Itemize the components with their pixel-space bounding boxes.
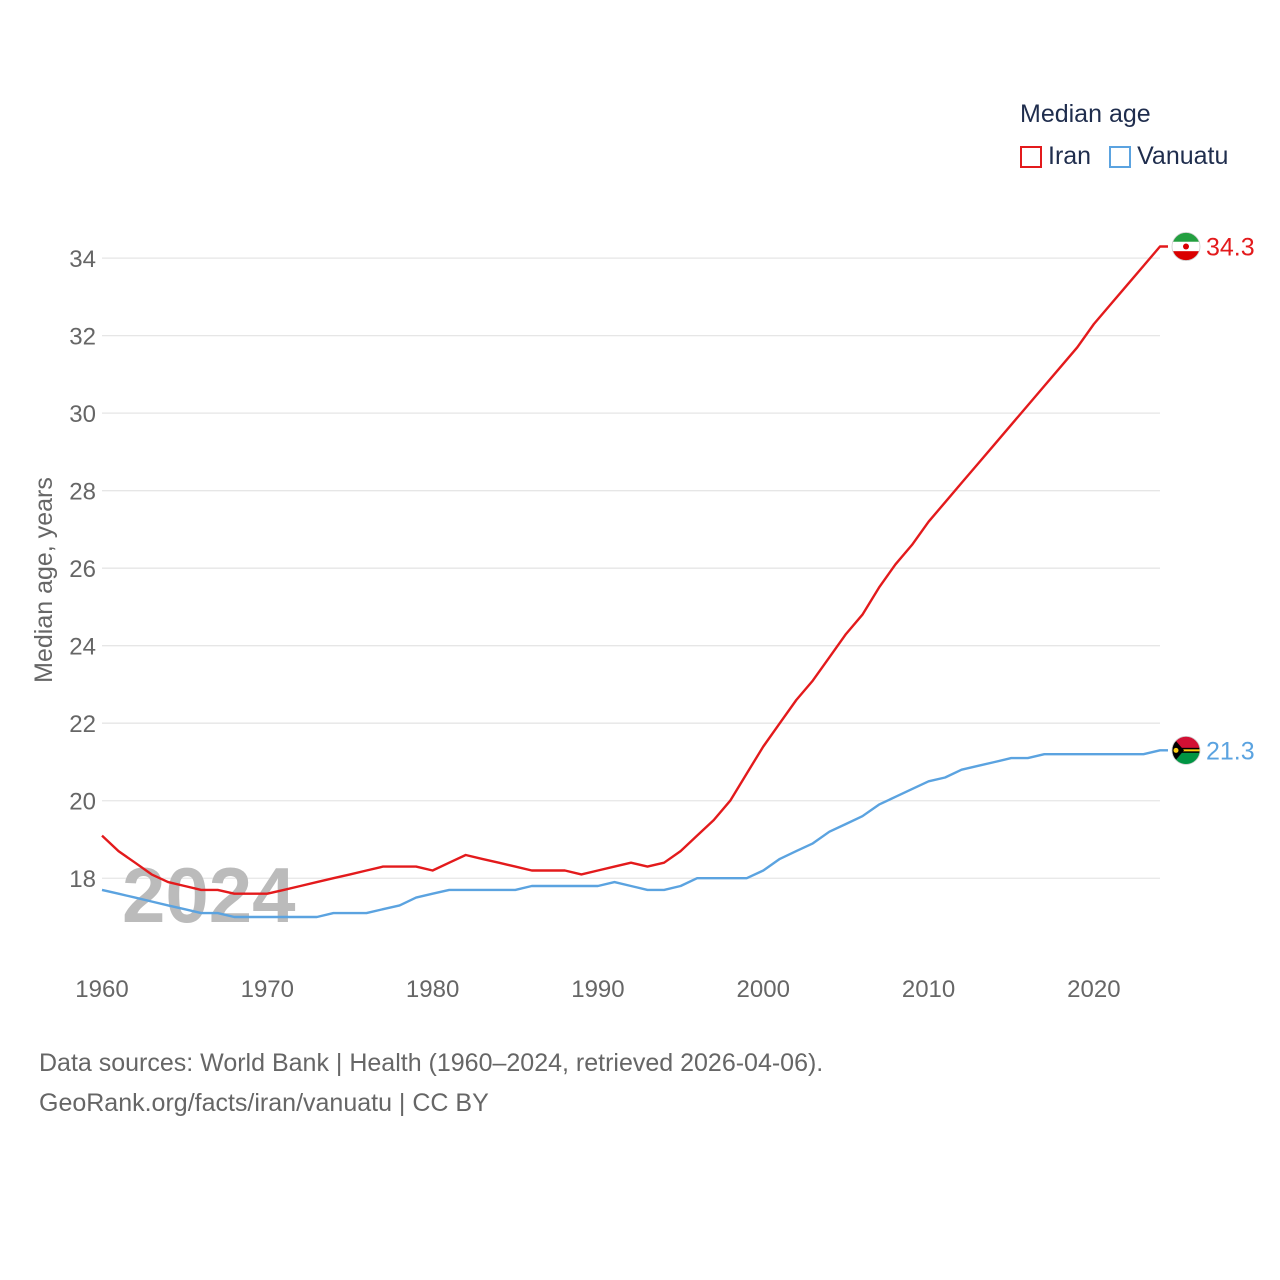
end-label-vanuatu: 21.3 — [1206, 737, 1255, 765]
y-tick-label-20: 20 — [69, 789, 96, 816]
y-tick-label-30: 30 — [69, 401, 96, 428]
legend-label-vanuatu: Vanuatu — [1137, 142, 1229, 170]
series-line-iran[interactable] — [101, 245, 1168, 895]
y-tick-label-34: 34 — [69, 246, 96, 273]
y-tick-label-26: 26 — [69, 556, 96, 583]
data-sources: Data sources: World Bank | Health (1960–… — [39, 1043, 823, 1123]
x-tick-label-1980: 1980 — [406, 976, 459, 1003]
x-tick-label-2020: 2020 — [1067, 976, 1120, 1003]
grid-lines — [102, 257, 1160, 879]
x-tick-label-2000: 2000 — [737, 976, 790, 1003]
x-axis-ticks: 1960 1970 1980 1990 2000 2010 2020 — [75, 976, 1120, 1003]
x-tick-label-1960: 1960 — [75, 976, 128, 1003]
x-tick-label-1970: 1970 — [241, 976, 294, 1003]
y-tick-label-24: 24 — [69, 634, 96, 661]
y-tick-label-32: 32 — [69, 324, 96, 351]
x-tick-label-2010: 2010 — [902, 976, 955, 1003]
legend-item-iran[interactable]: Iran — [1020, 142, 1091, 171]
y-axis-ticks: 18 20 22 24 26 28 30 32 34 — [69, 246, 96, 893]
series-line-vanuatu[interactable] — [101, 749, 1168, 919]
y-tick-label-28: 28 — [69, 479, 96, 506]
series-lines — [101, 245, 1168, 919]
end-markers: 34.3 21.3 — [1171, 232, 1255, 765]
flag-marker-vanuatu — [1171, 735, 1201, 765]
y-axis-label: Median age, years — [30, 477, 58, 683]
year-watermark: 2024 — [122, 851, 296, 939]
legend: Iran Vanuatu — [1020, 142, 1246, 171]
legend-swatch-iran — [1020, 145, 1042, 168]
flag-marker-iran — [1171, 232, 1201, 261]
y-tick-label-18: 18 — [69, 866, 96, 893]
legend-label-iran: Iran — [1048, 142, 1092, 170]
y-tick-label-22: 22 — [69, 711, 96, 738]
attribution-link[interactable]: GeoRank.org/facts/iran/vanuatu | CC BY — [39, 1089, 489, 1117]
end-label-iran: 34.3 — [1206, 234, 1255, 262]
x-tick-label-1990: 1990 — [571, 976, 624, 1003]
legend-swatch-vanuatu — [1109, 145, 1132, 168]
legend-item-vanuatu[interactable]: Vanuatu — [1109, 142, 1228, 171]
sources-line: Data sources: World Bank | Health (1960–… — [39, 1049, 824, 1077]
legend-title: Median age — [1020, 100, 1151, 128]
